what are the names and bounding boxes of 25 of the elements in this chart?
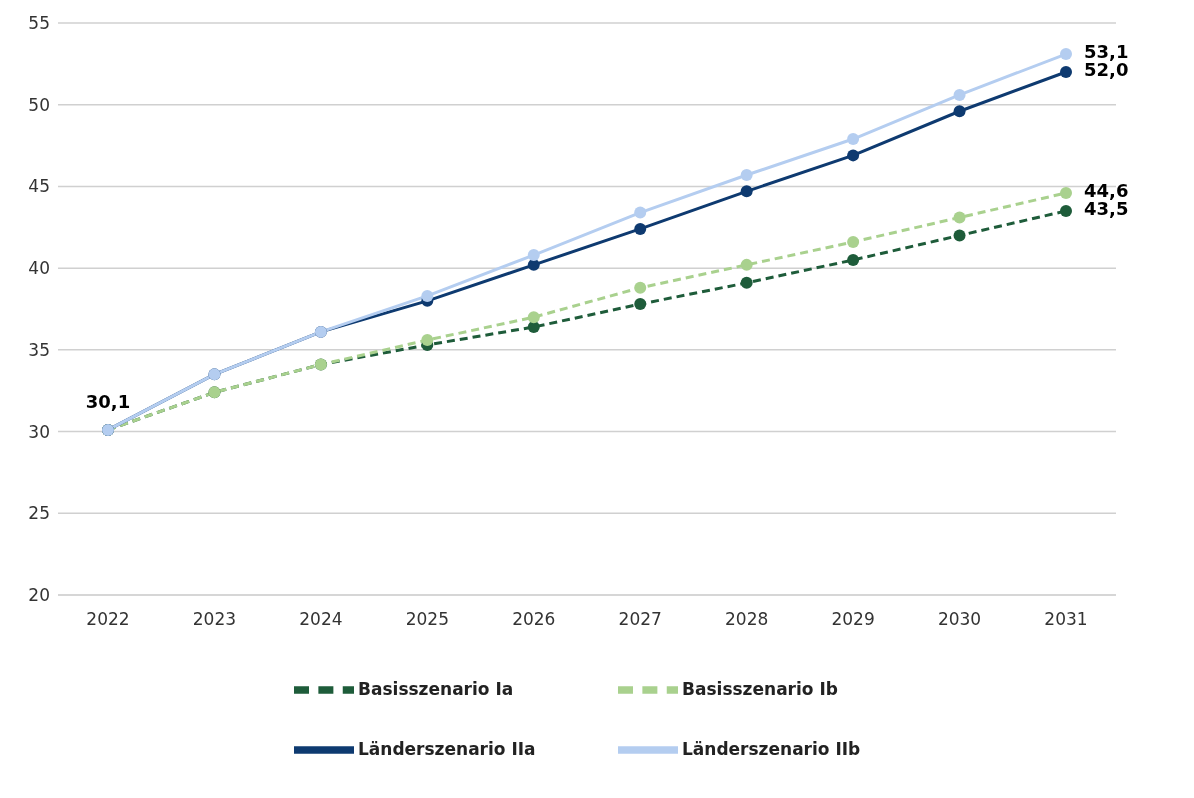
x-tick-label: 2023	[192, 609, 237, 630]
x-tick-label: 2022	[86, 609, 130, 630]
y-tick-label: 20	[28, 585, 50, 606]
y-tick-label: 45	[28, 176, 50, 197]
x-tick-label: 2030	[937, 609, 982, 630]
x-tick-label: 2024	[299, 609, 343, 630]
x-tick-label: 2025	[405, 609, 449, 630]
legend-label: Basisszenario Ib	[682, 678, 839, 701]
x-tick-label: 2029	[831, 609, 875, 630]
data-label: 53,1	[1084, 41, 1129, 63]
y-tick-label: 50	[28, 94, 50, 115]
y-tick-label: 25	[28, 503, 50, 524]
x-tick-label: 2027	[618, 609, 662, 630]
y-tick-label: 40	[28, 258, 50, 279]
y-tick-label: 30	[28, 421, 50, 442]
legend-label: Basisszenario Ia	[358, 678, 515, 701]
data-label: 30,1	[85, 390, 131, 412]
legend-label: Länderszenario IIb	[682, 738, 862, 761]
x-tick-label: 2026	[512, 609, 556, 630]
legend-label: Länderszenario IIa	[358, 738, 537, 761]
y-tick-label: 55	[28, 13, 50, 34]
x-tick-label: 2028	[725, 609, 769, 630]
y-tick-label: 35	[28, 339, 50, 360]
x-tick-label: 2031	[1044, 609, 1088, 630]
data-label: 44,6	[1084, 179, 1129, 201]
